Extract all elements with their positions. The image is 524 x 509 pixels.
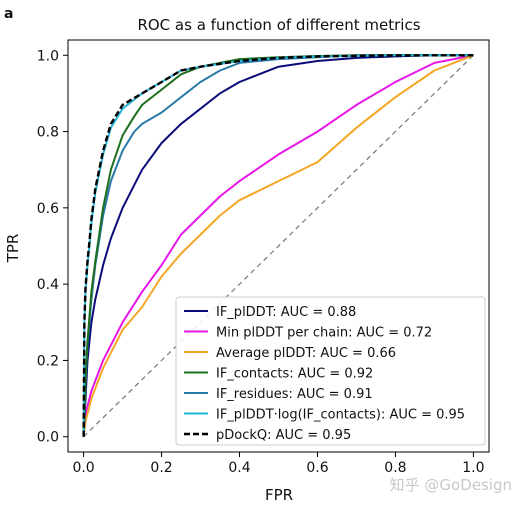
plot-frame [67, 39, 490, 453]
legend-label-4: IF_residues: AUC = 0.91 [216, 387, 373, 402]
y-tick-label: 0.0 [37, 430, 59, 446]
x-tick-label: 0.6 [306, 460, 328, 476]
y-tick-label: 1.0 [37, 48, 59, 64]
legend: IF_plDDT: AUC = 0.88 Min plDDT per chain:… [175, 296, 486, 446]
watermark-text: 知乎 @GoDesign [390, 476, 512, 494]
x-tick-label: 0.4 [228, 460, 250, 476]
legend-label-0: IF_plDDT: AUC = 0.88 [216, 305, 356, 320]
series-line-0 [82, 54, 474, 437]
legend-label-3: IF_contacts: AUC = 0.92 [216, 367, 373, 382]
plot-area [67, 39, 490, 453]
legend-label-6: pDockQ: AUC = 0.95 [216, 428, 351, 443]
reference-diagonal-line [83, 54, 474, 438]
series-lines [82, 54, 474, 438]
y-axis-ticks: 0.0 0.2 0.4 0.6 0.8 1.0 [37, 48, 68, 446]
series-line-2 [82, 54, 474, 437]
y-tick-label: 0.2 [37, 353, 59, 369]
y-tick-label: 0.4 [37, 277, 59, 293]
chart-title: ROC as a function of different metrics [137, 16, 420, 34]
series-line-6 [82, 54, 474, 437]
legend-label-2: Average plDDT: AUC = 0.66 [216, 346, 396, 361]
y-tick-label: 0.6 [37, 201, 59, 217]
x-tick-label: 0.8 [384, 460, 406, 476]
x-axis-label: FPR [265, 486, 293, 504]
x-tick-label: 1.0 [462, 460, 484, 476]
x-tick-label: 0.2 [150, 460, 172, 476]
legend-label-1: Min plDDT per chain: AUC = 0.72 [216, 326, 432, 341]
legend-box [175, 296, 486, 446]
x-tick-label: 0.0 [72, 460, 94, 476]
y-axis-label: TPR [4, 234, 22, 264]
x-axis-ticks: 0.0 0.2 0.4 0.6 0.8 1.0 [72, 452, 485, 476]
legend-label-5: IF_plDDT·log(IF_contacts): AUC = 0.95 [216, 408, 465, 423]
y-tick-label: 0.8 [37, 125, 59, 141]
series-line-1 [82, 54, 474, 437]
panel-label: a [4, 6, 13, 22]
